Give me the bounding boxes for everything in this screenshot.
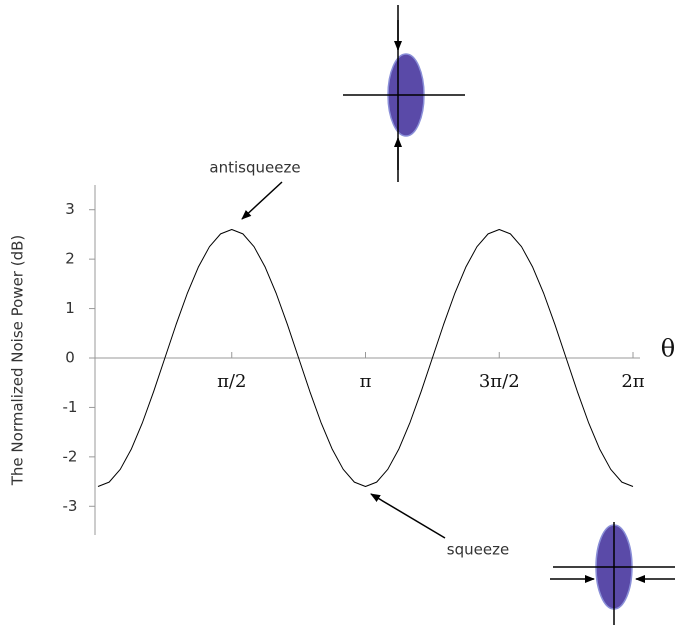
page: The Normalized Noise Power (dB) θ antisq…	[0, 0, 675, 628]
x-tick-label: 2π	[621, 371, 644, 392]
y-tick-label: -2	[63, 447, 78, 465]
y-tick-label: 2	[65, 250, 75, 268]
x-axis-label: θ	[661, 335, 675, 363]
annotation-arrow	[242, 182, 282, 219]
y-axis-label: The Normalized Noise Power (dB)	[9, 235, 27, 487]
annotation: antisqueeze	[209, 159, 300, 177]
y-tick-label: -1	[63, 398, 78, 416]
x-tick-label: π/2	[217, 371, 246, 392]
y-tick-label: 1	[65, 299, 75, 317]
y-tick-label: 0	[65, 349, 75, 367]
annotation: squeeze	[447, 541, 509, 559]
squeezed-state-diagram	[550, 522, 675, 625]
y-tick-label: -3	[63, 497, 78, 515]
antisqueezed-state-diagram	[343, 5, 465, 182]
chart: The Normalized Noise Power (dB) θ antisq…	[0, 0, 675, 628]
x-tick-label: 3π/2	[479, 371, 520, 392]
x-tick-label: π	[360, 371, 372, 392]
annotation-arrow	[371, 494, 445, 538]
y-tick-label: 3	[65, 200, 75, 218]
